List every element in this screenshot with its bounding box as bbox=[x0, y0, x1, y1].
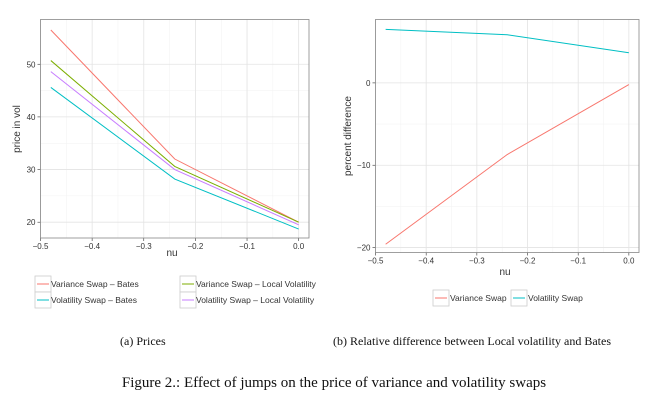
chart-a-ytick-label: 40 bbox=[27, 113, 36, 122]
chart-a-ytick-label: 20 bbox=[27, 218, 36, 227]
subcaption-b: (b) Relative difference between Local vo… bbox=[333, 334, 611, 348]
chart-b-series-line-2 bbox=[385, 28, 629, 54]
chart-b-series-line-1 bbox=[385, 84, 630, 245]
chart-a-legend-label: Variance Swap – Local Volatility bbox=[196, 279, 317, 289]
chart-a-xtick-label: −0.2 bbox=[188, 242, 204, 251]
chart-a-legend-label: Variance Swap – Bates bbox=[51, 279, 139, 289]
chart-a-ytick-label: 50 bbox=[27, 60, 36, 69]
chart-a-xtick-label: −0.4 bbox=[84, 242, 100, 251]
chart-a-series-line-2 bbox=[50, 60, 299, 223]
chart-a-legend-label: Volatility Swap – Bates bbox=[51, 295, 137, 305]
chart-b-xtick-label: 0.0 bbox=[623, 257, 635, 266]
chart-b-y-axis-label: percent difference bbox=[343, 96, 354, 176]
subcaption-a: (a) Prices bbox=[120, 334, 166, 348]
chart-b-panel-border bbox=[375, 19, 640, 253]
chart-a-series-line-1 bbox=[50, 29, 299, 223]
chart-b-x-axis-label: nu bbox=[499, 267, 510, 278]
chart-b-legend-label: Volatility Swap bbox=[528, 293, 583, 303]
figure-caption: Figure 2.: Effect of jumps on the price … bbox=[121, 375, 547, 391]
chart-a-series-line-3 bbox=[50, 87, 299, 230]
chart-b-ytick-label: 0 bbox=[366, 79, 371, 88]
chart-b-xtick-label: −0.1 bbox=[570, 257, 586, 266]
chart-a-xtick-label: −0.1 bbox=[239, 242, 255, 251]
chart-b-xtick-label: −0.5 bbox=[368, 257, 384, 266]
chart-b-legend-label: Variance Swap bbox=[450, 293, 507, 303]
chart-a-xtick-label: −0.5 bbox=[33, 242, 49, 251]
chart-a-xtick-label: 0.0 bbox=[293, 242, 305, 251]
chart-b-ytick-label: −10 bbox=[357, 161, 371, 170]
chart-b-xtick-label: −0.4 bbox=[418, 257, 434, 266]
chart-a-ytick-label: 30 bbox=[27, 166, 36, 175]
chart-b-ytick-label: −20 bbox=[357, 244, 371, 253]
chart-a-x-axis-label: nu bbox=[166, 248, 177, 259]
chart-a-panel-border bbox=[40, 19, 310, 239]
chart-a-legend-label: Volatility Swap – Local Volatility bbox=[196, 295, 315, 305]
chart-b-xtick-label: −0.2 bbox=[520, 257, 536, 266]
chart-a-xtick-label: −0.3 bbox=[136, 242, 152, 251]
chart-b-xtick-label: −0.3 bbox=[469, 257, 485, 266]
chart-a-y-axis-label: price in vol bbox=[12, 105, 23, 153]
chart-a-series-line-4 bbox=[50, 71, 299, 226]
